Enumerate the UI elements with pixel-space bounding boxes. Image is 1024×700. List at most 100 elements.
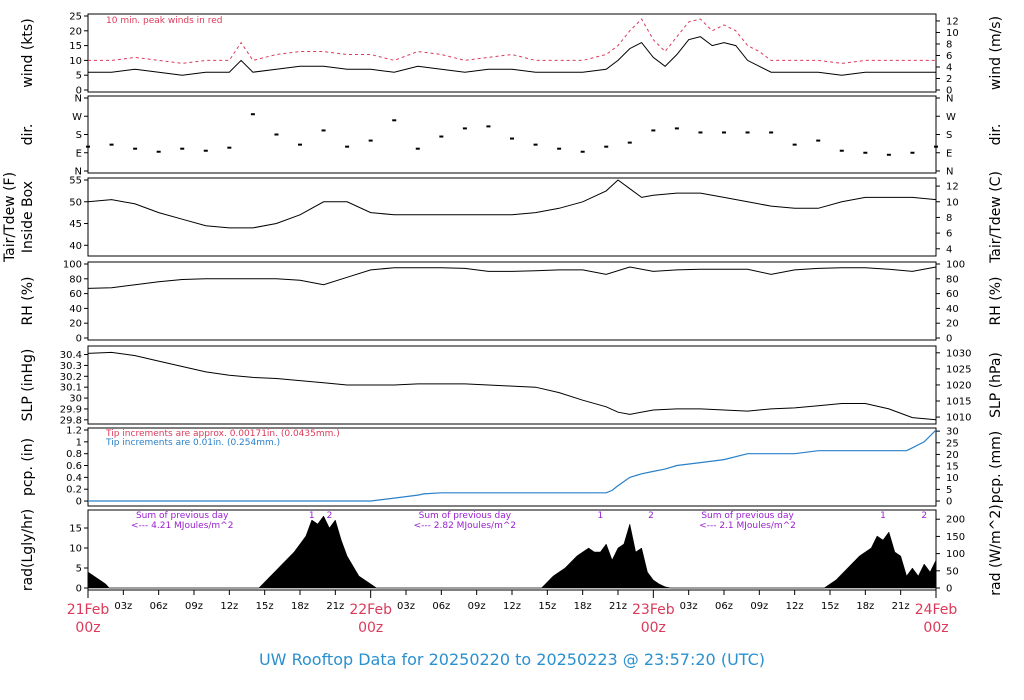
x-day-hour-label: 00z [923,620,948,636]
y-tick-label-right: S [946,130,952,141]
y-axis-label-left: rad(Lgly/hr) [20,509,36,591]
y-tick-label-right: 1020 [946,380,971,391]
chart-title: UW Rooftop Data for 20250220 to 20250223… [259,650,765,669]
series-line-rh [87,266,937,289]
y-tick-label-left: N [75,167,82,178]
y-tick-label-left: 0.6 [66,461,82,472]
y-tick-label-right: 40 [946,304,959,315]
y-tick-label-left: W [72,112,82,123]
x-day-hour-label: 00z [358,620,383,636]
y-tick-label-right: 0 [946,584,952,595]
rad-sum-note-line1: Sum of previous day [419,511,512,521]
y-tick-label-left: 5 [76,71,82,82]
y-tick-label-right: 6 [946,229,952,240]
series-line-temp [87,179,937,229]
y-tick-label-left: 15 [69,524,82,535]
dir-point [934,145,938,148]
rad-marker: 2 [921,511,927,521]
x-tick-label: 18z [574,601,592,612]
y-axis-label-left: wind (kts) [20,18,36,87]
rad-sum-note-line1: Sum of previous day [136,511,229,521]
y-tick-label-left: 30.4 [60,350,82,361]
x-tick-label: 06z [715,601,733,612]
x-day-hour-label: 00z [75,620,100,636]
y-tick-label-left: 0 [76,334,82,345]
dir-point [557,147,562,150]
y-tick-label-left: 50 [69,197,82,208]
dir-point [462,127,467,130]
x-day-label: 22Feb [349,602,392,618]
dir-point [674,127,679,130]
y-tick-label-left: 5 [76,564,82,575]
y-axis-label-left: pcp. (in) [20,438,36,496]
dir-point [910,151,915,154]
dir-point [345,145,350,148]
y-axis-label-left: dir. [20,124,36,146]
panel-frame [87,345,937,425]
dir-point [109,143,114,146]
y-tick-label-right: 15 [946,462,959,473]
y-tick-label-left: 0 [76,497,82,508]
dir-point [745,131,750,134]
y-tick-label-right: 50 [946,566,959,577]
dir-point [769,131,774,134]
y-tick-label-right: 1025 [946,364,971,375]
wind-note: 10 min. peak winds in red [106,16,223,26]
y-tick-label-right: 0 [946,497,952,508]
series-line-slp [87,351,937,421]
y-tick-label-left: 29.9 [60,404,82,415]
y-tick-label-left: 0.8 [66,449,82,460]
y-tick-label-right: 200 [946,515,965,526]
y-tick-label-right: 10 [946,197,959,208]
y-tick-label-right: 5 [946,485,952,496]
dir-point [839,149,844,152]
y-axis-label-right: RH (%) [988,277,1004,326]
y-tick-label-right: 0 [946,86,952,97]
dir-point [439,135,444,138]
y-tick-label-left: 40 [69,241,82,252]
y-tick-label-left: 30 [69,394,82,405]
panel-frame [87,13,937,93]
y-tick-label-right: 20 [946,319,959,330]
rad-sum-note-line2: <--- 2.1 MJoules/m^2 [699,521,796,531]
x-axis: 03z 06z 09z 12z 15z 18z 21z 03z 06z 09z 12z 15z 18z 2… [67,590,957,636]
y-axis-label-left: SLP (inHg) [20,349,36,422]
dir-point [274,133,279,136]
y-tick-label-right: 10 [946,28,959,39]
x-tick-label: 12z [220,601,238,612]
x-tick-label: 21z [609,601,627,612]
y-tick-label-left: 30.3 [60,361,82,372]
dir-point [627,141,632,144]
rad-marker: 2 [327,511,333,521]
y-tick-label-left: 10 [69,544,82,555]
x-tick-label: 15z [256,601,274,612]
y-tick-label-left: 0.4 [66,473,82,484]
y-tick-label-right: 60 [946,289,959,300]
x-tick-label: 18z [856,601,874,612]
y-tick-label-left: 100 [63,260,82,271]
y-tick-label-left: 15 [69,41,82,52]
panel-frame [87,427,937,507]
y-tick-label-right: 6 [946,51,952,62]
dir-point [133,147,138,150]
y-tick-label-left: E [76,148,82,159]
dir-point [298,143,302,146]
x-tick-label: 15z [538,601,556,612]
y-tick-label-right: 12 [946,182,959,193]
x-tick-label: 21z [892,601,910,612]
dir-point [722,131,726,134]
y-axis-label-right: Tair/Tdew (C) [988,171,1004,264]
dir-point [604,145,609,148]
x-tick-label: 15z [821,601,839,612]
y-tick-label-left: 1.2 [66,426,82,437]
x-tick-label: 12z [503,601,521,612]
y-tick-label-right: N [946,167,953,178]
y-tick-label-right: 8 [946,213,952,224]
dir-point [156,150,161,153]
dir-point [580,150,585,153]
y-tick-label-right: 12 [946,16,959,27]
